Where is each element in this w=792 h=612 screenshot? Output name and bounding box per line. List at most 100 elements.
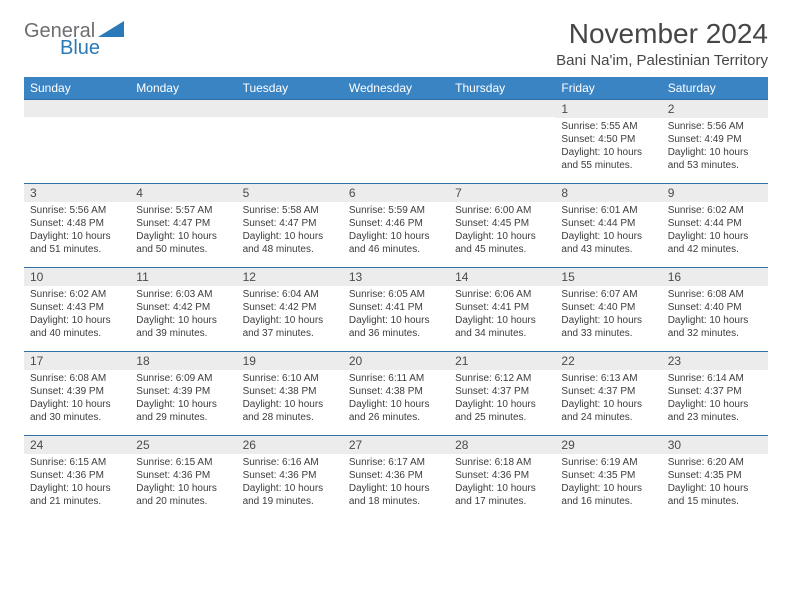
dayheader-wed: Wednesday: [343, 77, 449, 100]
day-body: Sunrise: 6:04 AMSunset: 4:42 PMDaylight:…: [237, 286, 343, 344]
day-cell: 23Sunrise: 6:14 AMSunset: 4:37 PMDayligh…: [662, 352, 768, 436]
day-number: 18: [130, 352, 236, 370]
day-line: Sunrise: 6:13 AM: [561, 372, 655, 385]
day-line: Sunset: 4:49 PM: [668, 133, 762, 146]
day-line: Sunset: 4:40 PM: [561, 301, 655, 314]
day-number: 8: [555, 184, 661, 202]
day-line: Daylight: 10 hours and 50 minutes.: [136, 230, 230, 256]
day-line: Daylight: 10 hours and 32 minutes.: [668, 314, 762, 340]
day-cell: [343, 100, 449, 184]
day-line: Daylight: 10 hours and 51 minutes.: [30, 230, 124, 256]
day-number: 4: [130, 184, 236, 202]
dayheader-thu: Thursday: [449, 77, 555, 100]
day-line: Daylight: 10 hours and 53 minutes.: [668, 146, 762, 172]
day-body: [130, 117, 236, 167]
day-line: Sunrise: 6:08 AM: [30, 372, 124, 385]
day-line: Sunset: 4:35 PM: [668, 469, 762, 482]
logo: General Blue: [24, 18, 124, 60]
day-body: Sunrise: 6:15 AMSunset: 4:36 PMDaylight:…: [130, 454, 236, 512]
day-line: Sunset: 4:38 PM: [349, 385, 443, 398]
day-number: 14: [449, 268, 555, 286]
day-number: [24, 100, 130, 117]
day-body: Sunrise: 6:14 AMSunset: 4:37 PMDaylight:…: [662, 370, 768, 428]
dayheader-sun: Sunday: [24, 77, 130, 100]
day-cell: 9Sunrise: 6:02 AMSunset: 4:44 PMDaylight…: [662, 184, 768, 268]
day-line: Sunrise: 6:02 AM: [668, 204, 762, 217]
day-cell: 30Sunrise: 6:20 AMSunset: 4:35 PMDayligh…: [662, 436, 768, 520]
day-line: Daylight: 10 hours and 15 minutes.: [668, 482, 762, 508]
day-number: 28: [449, 436, 555, 454]
day-line: Daylight: 10 hours and 21 minutes.: [30, 482, 124, 508]
day-number: [130, 100, 236, 117]
day-body: Sunrise: 6:02 AMSunset: 4:44 PMDaylight:…: [662, 202, 768, 260]
day-body: Sunrise: 6:13 AMSunset: 4:37 PMDaylight:…: [555, 370, 661, 428]
day-body: Sunrise: 6:17 AMSunset: 4:36 PMDaylight:…: [343, 454, 449, 512]
day-line: Sunrise: 5:56 AM: [30, 204, 124, 217]
day-line: Sunset: 4:41 PM: [455, 301, 549, 314]
day-cell: [24, 100, 130, 184]
day-line: Daylight: 10 hours and 40 minutes.: [30, 314, 124, 340]
dayheader-mon: Monday: [130, 77, 236, 100]
day-cell: 3Sunrise: 5:56 AMSunset: 4:48 PMDaylight…: [24, 184, 130, 268]
day-body: Sunrise: 6:06 AMSunset: 4:41 PMDaylight:…: [449, 286, 555, 344]
day-body: Sunrise: 6:20 AMSunset: 4:35 PMDaylight:…: [662, 454, 768, 512]
day-line: Sunrise: 5:57 AM: [136, 204, 230, 217]
week-row: 10Sunrise: 6:02 AMSunset: 4:43 PMDayligh…: [24, 268, 768, 352]
day-header-row: Sunday Monday Tuesday Wednesday Thursday…: [24, 77, 768, 100]
day-line: Sunrise: 6:01 AM: [561, 204, 655, 217]
day-body: Sunrise: 6:00 AMSunset: 4:45 PMDaylight:…: [449, 202, 555, 260]
day-cell: 20Sunrise: 6:11 AMSunset: 4:38 PMDayligh…: [343, 352, 449, 436]
day-line: Daylight: 10 hours and 46 minutes.: [349, 230, 443, 256]
day-line: Sunrise: 6:12 AM: [455, 372, 549, 385]
day-cell: 5Sunrise: 5:58 AMSunset: 4:47 PMDaylight…: [237, 184, 343, 268]
day-line: Sunrise: 6:15 AM: [30, 456, 124, 469]
day-line: Sunset: 4:36 PM: [136, 469, 230, 482]
week-row: 3Sunrise: 5:56 AMSunset: 4:48 PMDaylight…: [24, 184, 768, 268]
week-row: 17Sunrise: 6:08 AMSunset: 4:39 PMDayligh…: [24, 352, 768, 436]
dayheader-sat: Saturday: [662, 77, 768, 100]
month-title: November 2024: [556, 18, 768, 50]
day-number: 24: [24, 436, 130, 454]
day-line: Sunrise: 6:06 AM: [455, 288, 549, 301]
day-number: 1: [555, 100, 661, 118]
day-line: Daylight: 10 hours and 37 minutes.: [243, 314, 337, 340]
day-line: Sunset: 4:48 PM: [30, 217, 124, 230]
day-number: 15: [555, 268, 661, 286]
day-line: Sunset: 4:36 PM: [349, 469, 443, 482]
day-line: Sunset: 4:35 PM: [561, 469, 655, 482]
day-line: Sunrise: 6:09 AM: [136, 372, 230, 385]
day-body: Sunrise: 6:03 AMSunset: 4:42 PMDaylight:…: [130, 286, 236, 344]
day-body: Sunrise: 6:19 AMSunset: 4:35 PMDaylight:…: [555, 454, 661, 512]
day-line: Sunset: 4:37 PM: [561, 385, 655, 398]
day-line: Sunrise: 6:08 AM: [668, 288, 762, 301]
day-cell: 18Sunrise: 6:09 AMSunset: 4:39 PMDayligh…: [130, 352, 236, 436]
day-line: Daylight: 10 hours and 19 minutes.: [243, 482, 337, 508]
day-body: Sunrise: 5:58 AMSunset: 4:47 PMDaylight:…: [237, 202, 343, 260]
day-line: Sunset: 4:36 PM: [455, 469, 549, 482]
day-line: Daylight: 10 hours and 28 minutes.: [243, 398, 337, 424]
day-number: [449, 100, 555, 117]
day-body: Sunrise: 6:02 AMSunset: 4:43 PMDaylight:…: [24, 286, 130, 344]
day-number: 27: [343, 436, 449, 454]
day-cell: 28Sunrise: 6:18 AMSunset: 4:36 PMDayligh…: [449, 436, 555, 520]
day-cell: 25Sunrise: 6:15 AMSunset: 4:36 PMDayligh…: [130, 436, 236, 520]
day-body: Sunrise: 6:07 AMSunset: 4:40 PMDaylight:…: [555, 286, 661, 344]
day-line: Sunrise: 5:56 AM: [668, 120, 762, 133]
day-number: 20: [343, 352, 449, 370]
day-line: Sunrise: 6:03 AM: [136, 288, 230, 301]
day-line: Sunset: 4:40 PM: [668, 301, 762, 314]
day-line: Sunset: 4:44 PM: [668, 217, 762, 230]
day-line: Sunrise: 5:55 AM: [561, 120, 655, 133]
day-line: Daylight: 10 hours and 20 minutes.: [136, 482, 230, 508]
day-line: Sunrise: 6:14 AM: [668, 372, 762, 385]
day-cell: 13Sunrise: 6:05 AMSunset: 4:41 PMDayligh…: [343, 268, 449, 352]
day-line: Sunset: 4:37 PM: [668, 385, 762, 398]
day-line: Daylight: 10 hours and 18 minutes.: [349, 482, 443, 508]
day-line: Sunrise: 6:20 AM: [668, 456, 762, 469]
day-line: Daylight: 10 hours and 42 minutes.: [668, 230, 762, 256]
day-cell: 21Sunrise: 6:12 AMSunset: 4:37 PMDayligh…: [449, 352, 555, 436]
day-body: [24, 117, 130, 167]
day-cell: [449, 100, 555, 184]
day-line: Sunset: 4:47 PM: [243, 217, 337, 230]
day-cell: 12Sunrise: 6:04 AMSunset: 4:42 PMDayligh…: [237, 268, 343, 352]
